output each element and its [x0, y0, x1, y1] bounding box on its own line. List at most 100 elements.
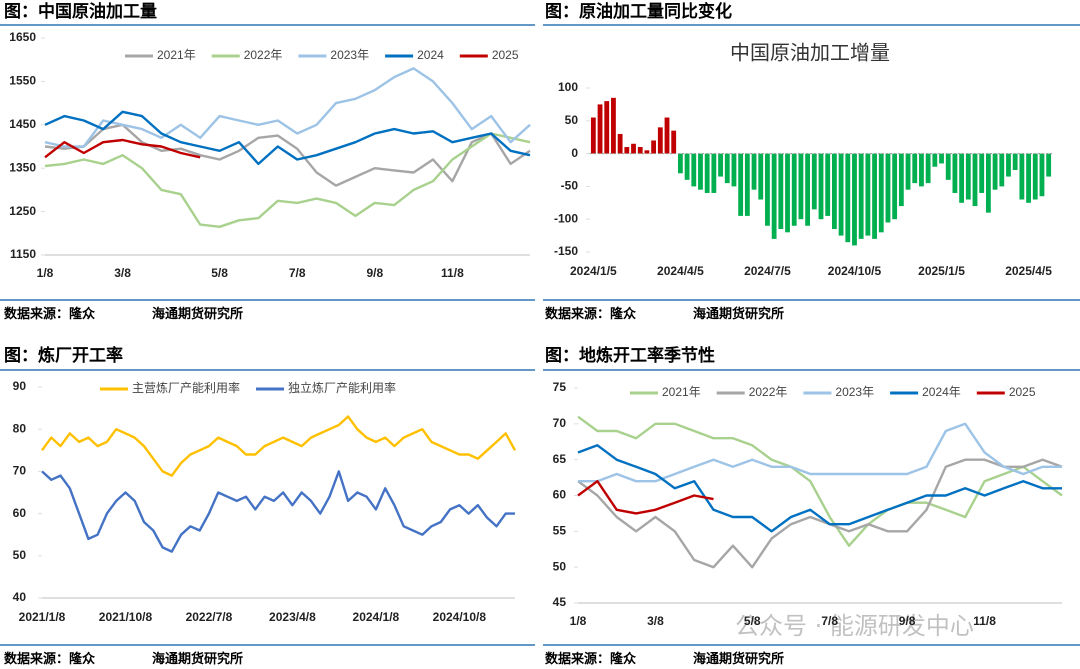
y-tick-label: 65 [553, 452, 567, 466]
legend-label: 2021年 [662, 385, 701, 399]
legend-label: 2025 [492, 48, 519, 62]
bar [885, 153, 891, 223]
institute: 海通期货研究所 [693, 306, 784, 321]
legend-label: 2024 [417, 48, 444, 62]
bar [664, 117, 670, 154]
bar [798, 153, 804, 220]
bar [604, 101, 610, 154]
y-tick-label: 1650 [9, 30, 36, 44]
bar [811, 153, 817, 210]
x-tick-label: 2024/7/5 [744, 264, 791, 278]
source: 数据来源：隆众 [4, 651, 95, 666]
x-tick-label: 2024/4/5 [657, 264, 704, 278]
bar [818, 153, 824, 220]
bar [1019, 153, 1025, 200]
series-line [577, 458, 1063, 569]
y-tick-label: 75 [553, 380, 567, 394]
bar [945, 153, 951, 180]
bar [1046, 153, 1052, 177]
y-tick-label: -50 [561, 179, 579, 193]
bar [758, 153, 764, 200]
bar [972, 153, 978, 207]
y-tick-label: -150 [554, 244, 578, 258]
y-tick-label: 60 [13, 506, 27, 520]
y-tick-label: -100 [554, 211, 578, 225]
bar [939, 153, 944, 164]
institute: 海通期货研究所 [152, 306, 243, 321]
bar [925, 153, 931, 184]
bar [691, 153, 697, 187]
chart-title: 中国原油加工增量 [730, 42, 890, 65]
series-line [41, 470, 515, 553]
bar [878, 153, 884, 233]
bar [597, 104, 603, 154]
y-tick-label: 45 [553, 595, 567, 609]
series-line [44, 123, 531, 187]
x-tick-label: 2024/1/8 [353, 610, 400, 624]
x-tick-label: 5/8 [211, 266, 228, 280]
x-tick-label: 5/8 [744, 614, 761, 628]
y-tick-label: 70 [553, 416, 567, 430]
x-tick-label: 9/8 [366, 266, 383, 280]
y-tick-label: 1450 [9, 117, 36, 131]
bar [590, 117, 596, 154]
bar [838, 153, 844, 236]
y-tick-label: 1550 [9, 74, 36, 88]
series-line [44, 110, 531, 166]
bar [932, 153, 938, 167]
y-tick-label: 80 [13, 421, 27, 435]
series-line [577, 480, 714, 515]
bar [825, 153, 831, 216]
bar [952, 153, 958, 193]
legend-label: 2023年 [835, 385, 874, 399]
x-tick-label: 7/8 [821, 614, 838, 628]
x-tick-label: 2024/1/5 [570, 264, 617, 278]
y-tick-label: 90 [13, 379, 27, 393]
x-tick-label: 11/8 [973, 614, 996, 628]
bar [751, 153, 757, 190]
bar [965, 153, 971, 200]
bar [771, 153, 777, 239]
bar [778, 153, 784, 230]
y-tick-label: 55 [553, 524, 567, 538]
x-tick-label: 2021/1/8 [19, 610, 66, 624]
series-line [44, 132, 531, 228]
institute: 海通期货研究所 [693, 651, 784, 666]
bar [765, 153, 770, 226]
bar [1026, 153, 1031, 203]
bar [791, 153, 797, 226]
y-tick-label: 1250 [9, 204, 36, 218]
panel-heading: 图：中国原油加工量 [4, 1, 157, 21]
legend-label: 2022年 [749, 385, 788, 399]
y-tick-label: 50 [565, 113, 579, 127]
x-tick-label: 2023/4/8 [269, 610, 316, 624]
bar [711, 153, 717, 193]
x-tick-label: 2025/4/5 [1005, 264, 1052, 278]
bar [912, 153, 918, 184]
bar [919, 153, 924, 187]
y-tick-label: 100 [558, 80, 578, 94]
legend-label: 2023年 [330, 48, 369, 62]
series-line [577, 415, 1063, 547]
panel-heading: 图：地炼开工率季节性 [545, 345, 715, 365]
x-tick-label: 2025/1/5 [918, 264, 965, 278]
bar [999, 153, 1005, 187]
bar [845, 153, 851, 243]
bar [992, 153, 998, 190]
x-tick-label: 1/8 [37, 266, 54, 280]
y-tick-label: 40 [13, 590, 27, 604]
bar [959, 153, 965, 203]
legend-label: 独立炼厂产能利用率 [288, 380, 396, 395]
bar [831, 153, 837, 230]
bar [671, 130, 677, 154]
panel-heading: 图：炼厂开工率 [4, 345, 123, 365]
bar [744, 153, 750, 216]
bar [805, 153, 811, 226]
bar [1039, 153, 1045, 197]
legend-label: 2024年 [922, 385, 961, 399]
bar [651, 140, 657, 154]
bar [718, 153, 723, 177]
bar [1006, 153, 1011, 177]
y-tick-label: 70 [13, 464, 27, 478]
